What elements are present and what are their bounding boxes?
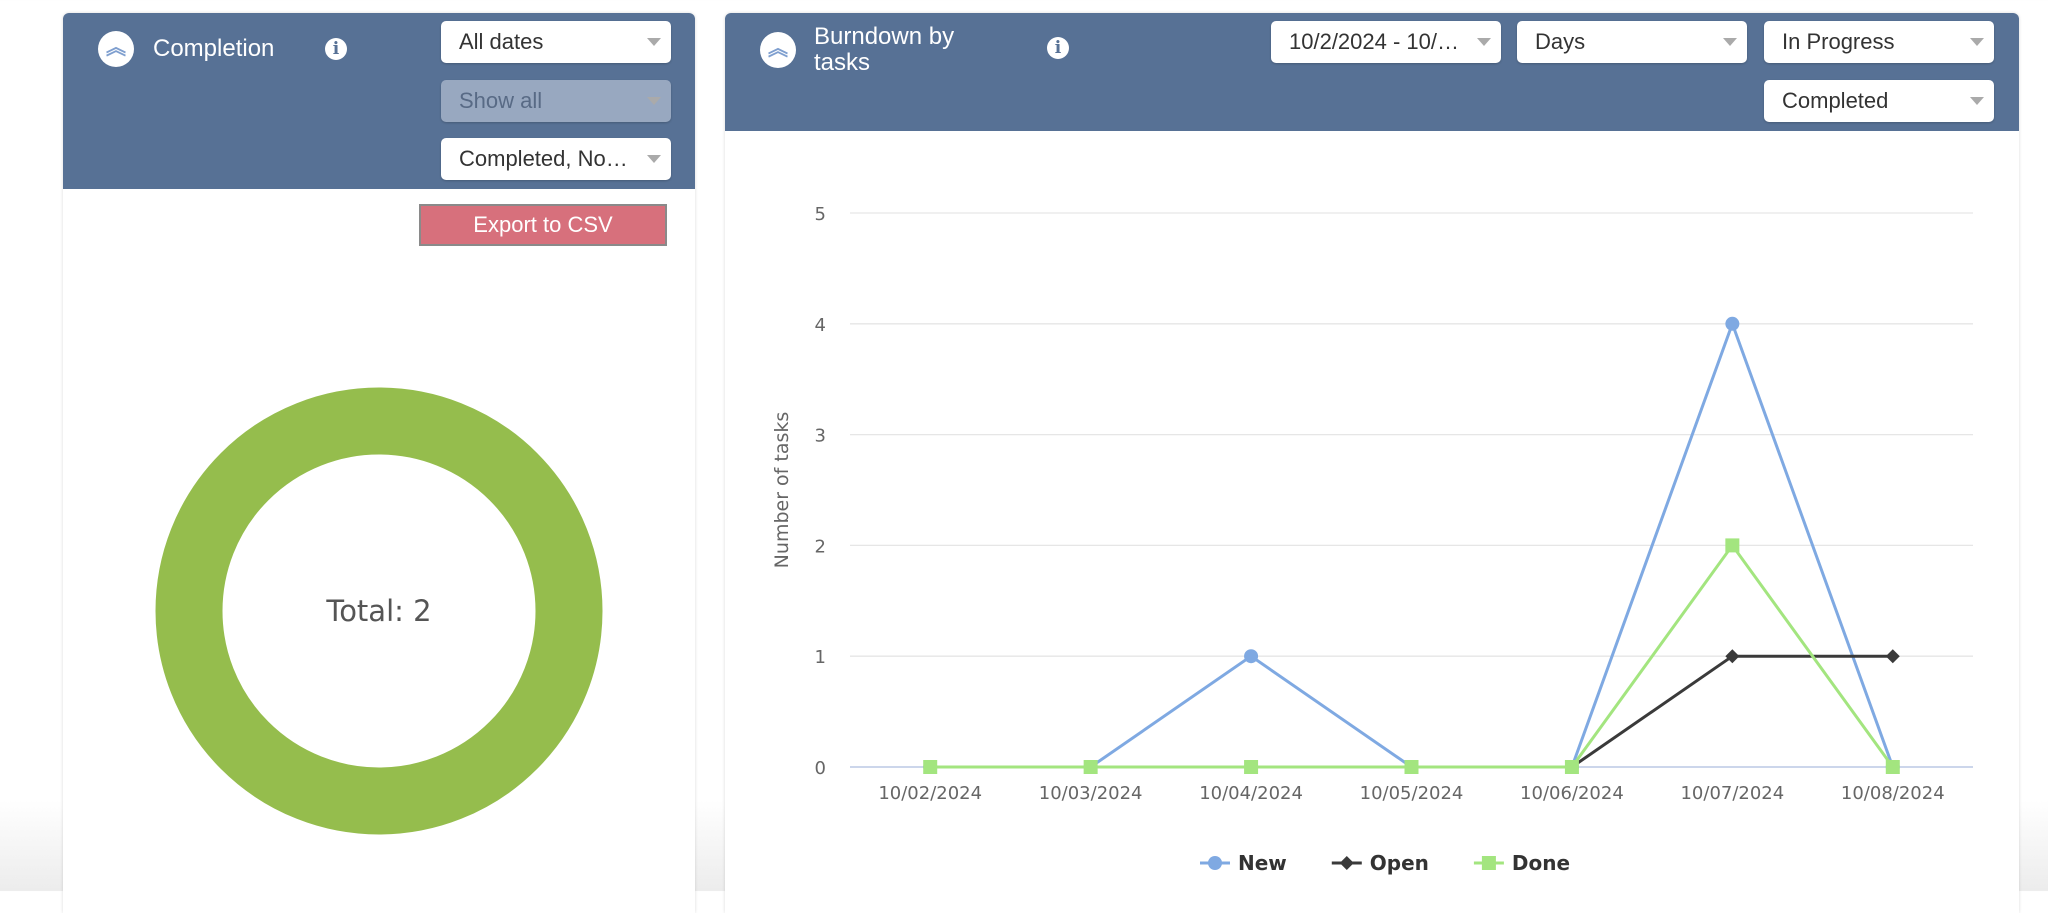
data-point-done [1083,760,1098,774]
data-point-new [1244,649,1259,664]
y-tick-label: 2 [815,536,826,557]
y-tick-label: 0 [815,758,826,779]
start-status-select[interactable]: In Progress [1764,21,1994,63]
dropdown-arrow-icon [1970,38,1984,46]
y-tick-label: 5 [815,204,826,225]
data-point-done [1564,760,1579,774]
legend-item-open[interactable]: Open [1331,851,1429,875]
y-axis-label: Number of tasks [771,412,793,569]
data-point-done [1404,760,1419,774]
panel-title: Completion [153,35,275,62]
x-tick-label: 10/02/2024 [878,783,982,804]
select-value: Days [1535,29,1586,54]
select-value: Completed [1782,88,1889,113]
completion-header: ︽ Completion i All dates Show all Comple… [63,13,695,189]
dropdown-arrow-icon [1477,38,1491,46]
interval-select[interactable]: Days [1517,21,1747,63]
y-tick-label: 3 [815,426,826,447]
select-value: Show all [459,88,543,113]
burndown-panel: ︽ Burndown by tasks i 10/2/2024 - 10/… D… [725,13,2019,913]
burndown-header: ︽ Burndown by tasks i 10/2/2024 - 10/… D… [725,13,2019,131]
status-filter-select[interactable]: Completed, No… [441,138,671,180]
show-filter-select: Show all [441,80,671,122]
y-tick-label: 4 [815,315,826,336]
x-tick-label: 10/08/2024 [1841,783,1945,804]
data-point-done [1244,760,1259,774]
x-tick-label: 10/04/2024 [1199,783,1303,804]
double-chevron-up-icon[interactable]: ︽ [760,32,796,68]
data-point-new [1725,316,1740,331]
dropdown-arrow-icon [647,97,661,105]
y-tick-label: 1 [815,647,826,668]
legend-item-done[interactable]: Done [1473,851,1570,875]
data-point-open [1885,649,1900,664]
x-tick-label: 10/03/2024 [1039,783,1143,804]
x-tick-label: 10/06/2024 [1520,783,1624,804]
end-status-select[interactable]: Completed [1764,80,1994,122]
data-point-open [1725,649,1740,664]
date-filter-select[interactable]: All dates [441,21,671,63]
info-icon[interactable]: i [1047,37,1069,59]
x-tick-label: 10/05/2024 [1360,783,1464,804]
export-csv-button[interactable]: Export to CSV [419,204,667,246]
burndown-line-chart: 0 1 2 3 4 5 Number of tasks 10/02/2024 10/03/202… [771,204,1973,875]
data-point-done [923,760,938,774]
select-value: Completed, No… [459,146,628,171]
legend-marker-circle-icon [1208,856,1222,870]
legend-label: Open [1370,851,1429,875]
data-point-done [1885,760,1900,774]
dropdown-arrow-icon [647,38,661,46]
series-line-open [930,654,1893,769]
legend-marker-diamond-icon [1339,856,1354,870]
legend-item-new[interactable]: New [1200,851,1287,875]
select-value: 10/2/2024 - 10/… [1289,29,1460,54]
select-value: In Progress [1782,29,1895,54]
x-tick-label: 10/07/2024 [1680,783,1784,804]
data-point-done [1725,538,1740,553]
dropdown-arrow-icon [1723,38,1737,46]
donut-total-label: Total: 2 [325,594,431,628]
dropdown-arrow-icon [1970,97,1984,105]
double-chevron-up-icon[interactable]: ︽ [98,31,134,67]
completion-panel: ︽ Completion i All dates Show all Comple… [63,13,695,913]
legend-label: New [1238,851,1287,875]
legend-marker-square-icon [1481,856,1496,870]
dropdown-arrow-icon [647,155,661,163]
info-icon[interactable]: i [325,38,347,60]
legend-label: Done [1512,851,1570,875]
donut-chart: Total: 2 [155,387,603,835]
donut-ring [155,387,603,835]
panel-title: Burndown by tasks [814,23,955,76]
date-range-select[interactable]: 10/2/2024 - 10/… [1271,21,1501,63]
select-value: All dates [459,29,544,54]
